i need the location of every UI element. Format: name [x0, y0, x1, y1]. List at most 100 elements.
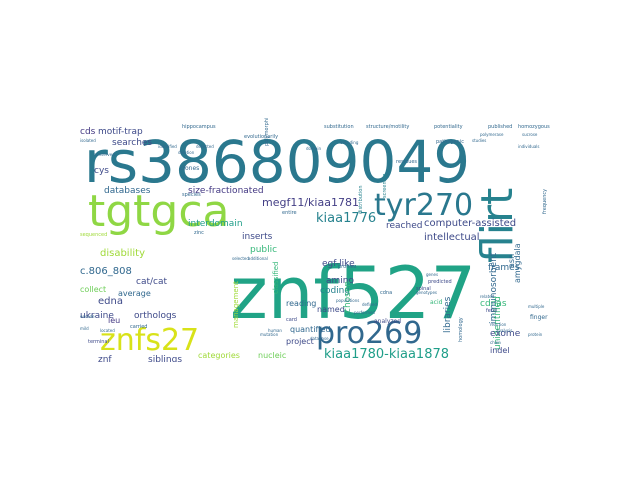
word-zinc: zinc: [194, 230, 204, 236]
word-encode: encode: [80, 314, 95, 319]
word-detected: detected: [196, 144, 214, 149]
word-size-fractionated: size-fractionated: [188, 186, 264, 196]
word-named: named: [317, 305, 345, 314]
word-polymorphic: polymorphic: [264, 118, 270, 146]
word-indel: indel: [490, 346, 510, 355]
word-cat-cat: cat/cat: [136, 277, 167, 287]
word-frames: frames: [488, 263, 520, 273]
word-analysis: analysis: [496, 328, 512, 333]
word-terminal: terminal: [88, 339, 109, 345]
word-database: database: [310, 336, 329, 341]
word-nucleic: nucleic: [258, 351, 286, 360]
word-structure-motility: structure/motility: [366, 124, 409, 130]
word-published: published: [488, 124, 512, 130]
word-potentiality: potentiality: [434, 124, 463, 130]
word-frequency: frequency: [542, 189, 548, 214]
word-homozygous: homozygous: [518, 124, 550, 130]
word-clones: clones: [180, 165, 199, 172]
word-pro269: pro269: [316, 316, 422, 351]
word-studies: studies: [472, 138, 486, 143]
word-homology: homology: [458, 317, 464, 342]
word-polymerase: polymerase: [480, 132, 504, 137]
word-profiles: profiles: [338, 264, 357, 270]
word-quantified: quantified: [290, 325, 331, 334]
word-searches: searches: [112, 138, 152, 148]
word-additional: additional: [248, 256, 268, 261]
word-residues: residues: [396, 159, 417, 165]
word-analyzed: analyzed: [374, 318, 401, 325]
word-finger: finger: [530, 314, 548, 321]
word-disability: disability: [100, 248, 145, 259]
word-cds: cds: [80, 127, 96, 137]
word-multiple: multiple: [528, 304, 545, 309]
word-populations: populations: [336, 298, 359, 303]
word-management: management: [232, 281, 240, 328]
word-human: human: [268, 328, 282, 333]
word-fetal: fetal: [486, 308, 497, 314]
word-tyr270: tyr270: [374, 188, 473, 223]
word-chosen: chosen: [343, 281, 353, 313]
word-hippocampus: hippocampus: [182, 124, 216, 130]
word-mild: mild: [80, 326, 89, 331]
word-pathogenic: pathogenic: [436, 139, 464, 145]
word-species: species: [182, 192, 201, 198]
word-cloud: rs386809049 znf527 tgtgca tyr270 flirt pro269…: [80, 118, 560, 362]
word-conserved: conserved: [94, 152, 115, 157]
word-distribution: distribution: [358, 186, 364, 215]
word-orthologs: orthologs: [134, 311, 177, 321]
word-cys: cys: [94, 166, 109, 176]
word-genes: genes: [426, 272, 438, 277]
word-inserts: inserts: [242, 232, 273, 242]
word-identified: identified: [158, 144, 177, 149]
word-reading: reading: [286, 299, 316, 308]
word-amygdala: amygdala: [513, 243, 522, 283]
word-predicted: predicted: [428, 279, 452, 285]
word-exome: exome: [490, 329, 521, 339]
word-genotypes: genotypes: [416, 290, 437, 295]
word-computer-assisted: computer-assisted: [424, 218, 516, 229]
word-interdomain: interdomain: [188, 219, 243, 229]
word-c-806-808: c.806_808: [80, 266, 132, 277]
word-encoding: encoding: [340, 140, 359, 145]
word-immunosorbent: immunosorbent: [489, 252, 499, 324]
word-cdna: cdna: [380, 290, 392, 296]
word-coding: coding: [320, 286, 350, 296]
word-individuals: individuals: [518, 144, 540, 149]
word-unidentified: unidentified: [493, 296, 503, 350]
word-znfs27: znfs27: [100, 323, 199, 358]
word-kiaa1776: kiaa1776: [316, 211, 376, 226]
word-rs386809049: rs386809049: [84, 128, 470, 196]
word-chain: chain: [490, 340, 501, 345]
word-znf: znf: [98, 355, 112, 362]
word-siblings: siblings: [148, 355, 182, 362]
word-databases: databases: [104, 186, 151, 196]
word-reached: reached: [386, 221, 422, 231]
word-evolutionarily: evolutionarily: [244, 134, 278, 140]
word-carried: carried: [130, 324, 147, 330]
word-sequenced: sequenced: [80, 232, 107, 238]
word-located: located: [100, 328, 115, 333]
word-mutation: mutation: [260, 332, 279, 337]
word-amino: amino: [326, 276, 354, 286]
word-leu: leu: [108, 316, 120, 325]
word-selected: selected: [232, 256, 249, 261]
word-acid: acid: [430, 299, 443, 306]
word-flirt: flirt: [472, 188, 523, 263]
word-protein: protein: [528, 332, 543, 337]
word-deletion: deletion: [178, 150, 195, 155]
word-screening: screening: [382, 174, 388, 198]
word-egf-like: egf-like: [322, 259, 355, 269]
word-classified: classified: [272, 262, 280, 294]
word-sucrose: sucrose: [522, 132, 538, 137]
word-intellectual: intellectual: [424, 232, 480, 243]
word-spinal: spinal: [416, 286, 431, 292]
word-kiaa1780-kiaa1878: kiaa1780-kiaa1878: [324, 347, 449, 362]
word-megf11-kiaa1781: megf11/kiaa1781: [262, 196, 359, 209]
word-motif-trap: motif-trap: [98, 127, 143, 137]
word-asn: asn: [507, 254, 516, 268]
word-average: average: [118, 289, 151, 298]
word-categories: categories: [198, 351, 240, 360]
word-ukraine: ukraine: [80, 311, 114, 321]
word-collect: collect: [80, 285, 106, 294]
